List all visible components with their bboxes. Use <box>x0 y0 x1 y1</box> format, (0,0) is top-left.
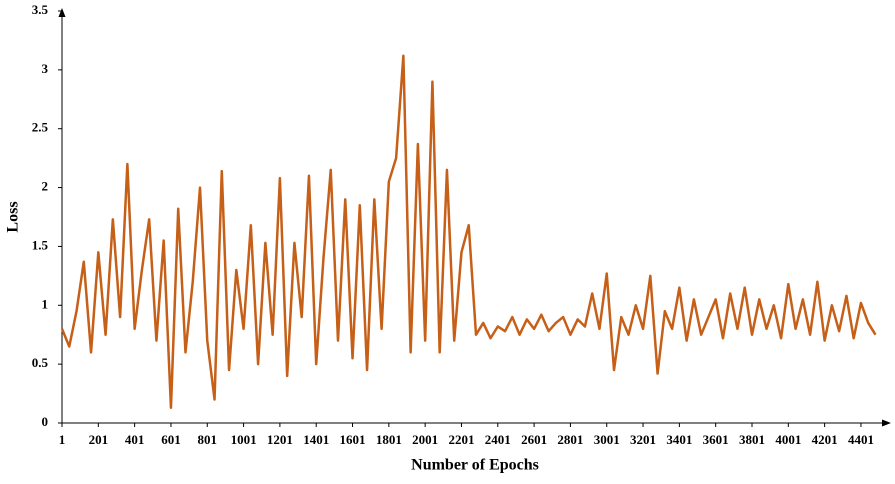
x-tick-label: 3401 <box>666 432 692 447</box>
x-tick-label: 801 <box>198 432 218 447</box>
loss-line <box>60 54 877 409</box>
x-tick-label: 3201 <box>630 432 656 447</box>
x-tick-label: 601 <box>161 432 181 447</box>
x-tick-label: 2401 <box>485 432 511 447</box>
x-tick-label: 2601 <box>521 432 547 447</box>
x-tick-label: 201 <box>89 432 109 447</box>
x-tick-label: 1201 <box>267 432 293 447</box>
x-tick-label: 2001 <box>412 432 438 447</box>
x-tick-label: 1601 <box>340 432 366 447</box>
x-tick-label: 4001 <box>775 432 801 447</box>
y-tick-label: 0 <box>42 414 49 429</box>
x-tick-label: 1401 <box>303 432 329 447</box>
y-tick-label: 3 <box>42 61 49 76</box>
x-axis-title: Number of Epochs <box>411 457 539 474</box>
y-axis-arrow <box>58 8 66 17</box>
x-tick-label: 3801 <box>739 432 765 447</box>
x-tick-label: 4401 <box>848 432 874 447</box>
x-tick-label: 1 <box>59 432 66 447</box>
x-tick-label: 1001 <box>231 432 257 447</box>
y-axis-title: Loss <box>5 201 22 232</box>
y-tick-label: 3.5 <box>32 2 49 17</box>
x-tick-label: 4201 <box>812 432 838 447</box>
y-tick-label: 2 <box>42 179 49 194</box>
y-tick-label: 2.5 <box>32 120 49 135</box>
x-tick-label: 1801 <box>376 432 402 447</box>
x-tick-label: 2201 <box>448 432 474 447</box>
y-tick-label: 1.5 <box>32 237 49 252</box>
x-tick-label: 3601 <box>703 432 729 447</box>
x-tick-label: 401 <box>125 432 145 447</box>
x-tick-label: 2801 <box>557 432 583 447</box>
x-tick-label: 3001 <box>594 432 620 447</box>
x-axis-arrow <box>882 419 891 427</box>
y-tick-label: 0.5 <box>32 355 49 370</box>
y-tick-label: 1 <box>42 296 49 311</box>
